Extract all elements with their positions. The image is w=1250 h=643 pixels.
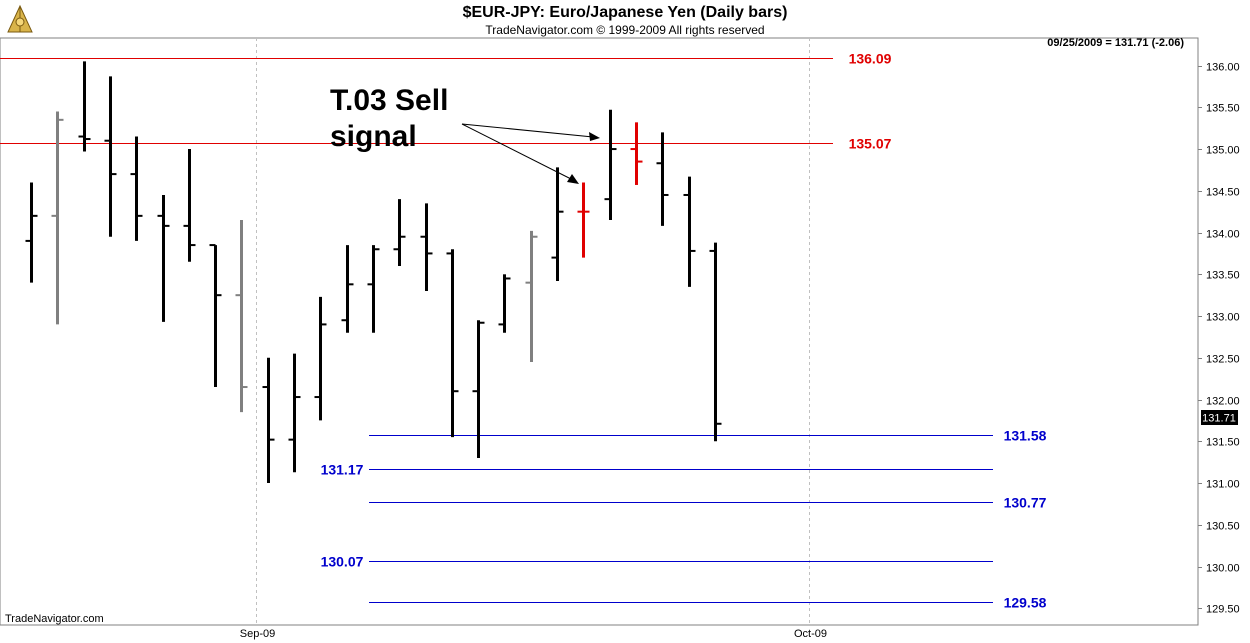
annotation-arrows [461, 123, 600, 184]
x-tick-label: Sep-09 [240, 628, 275, 640]
watermark: TradeNavigator.com [5, 613, 104, 625]
annotation-line1: T.03 Sell [330, 84, 448, 117]
y-tick-label: 136.00 [1206, 62, 1240, 74]
last-price-marker: 131.71 [1201, 410, 1238, 425]
ohlc-bar [130, 136, 143, 241]
ohlc-bar [420, 203, 433, 292]
y-tick-label: 132.00 [1206, 396, 1240, 408]
y-tick-label: 134.00 [1206, 229, 1240, 241]
ohlc-bar [157, 194, 170, 322]
y-tick-label: 131.50 [1206, 437, 1240, 449]
ohlc-bar [314, 296, 327, 421]
level-layer: 136.09 135.07 131.58 131.17 130.77 130.07 129.… [0, 51, 1047, 611]
ohlc-bar [393, 199, 406, 266]
level-label: 136.09 [849, 51, 892, 67]
level-label: 135.07 [849, 136, 892, 152]
ohlc-bar [262, 357, 275, 484]
ohlc-bar [51, 111, 64, 325]
bar-layer [25, 61, 722, 484]
ohlc-bar [577, 182, 590, 258]
ohlc-bar [472, 320, 485, 459]
ohlc-bar [604, 109, 617, 221]
level-label: 131.17 [321, 462, 364, 478]
ohlc-bar [525, 230, 538, 362]
x-axis-ticks: Sep-09 Oct-09 [240, 628, 827, 640]
y-tick-label: 133.00 [1206, 312, 1240, 324]
ohlc-bar [78, 61, 91, 152]
y-tick-label: 131.00 [1206, 479, 1240, 491]
ohlc-bar [288, 353, 301, 473]
y-axis-ticks: 129.50 130.00 130.50 131.00 131.50 132.00 132.… [1198, 62, 1240, 616]
y-tick-label: 132.50 [1206, 354, 1240, 366]
ohlc-bar [209, 244, 222, 388]
y-tick-label: 129.50 [1206, 604, 1240, 616]
ohlc-bar [235, 220, 248, 413]
ohlc-bar [498, 274, 511, 333]
y-tick-label: 130.00 [1206, 563, 1240, 575]
ohlc-bar [709, 242, 722, 442]
ohlc-bar [551, 167, 564, 281]
price-readout: 09/25/2009 = 131.71 (-2.06) [1047, 37, 1184, 49]
ohlc-bar [446, 249, 459, 438]
sextant-icon [7, 4, 33, 33]
ohlc-bar [367, 245, 380, 333]
ohlc-bar [656, 132, 669, 226]
ohlc-bar [341, 245, 354, 333]
ohlc-bar [683, 176, 696, 287]
level-label: 131.58 [1004, 428, 1047, 444]
grid-layer [256, 38, 810, 625]
ohlc-bar [630, 122, 643, 185]
y-tick-label: 134.50 [1206, 187, 1240, 199]
chart-title: $EUR-JPY: Euro/Japanese Yen (Daily bars) [463, 4, 788, 21]
last-price-label: 131.71 [1202, 413, 1236, 425]
level-label: 130.07 [321, 554, 364, 570]
level-label: 129.58 [1004, 595, 1047, 611]
y-tick-label: 130.50 [1206, 521, 1240, 533]
y-tick-label: 135.50 [1206, 103, 1240, 115]
y-tick-label: 133.50 [1206, 270, 1240, 282]
x-tick-label: Oct-09 [794, 628, 827, 640]
chart-copyright: TradeNavigator.com © 1999-2009 All right… [485, 23, 764, 37]
annotation-line2: signal [330, 120, 417, 153]
level-label: 130.77 [1004, 495, 1047, 511]
y-tick-label: 135.00 [1206, 145, 1240, 157]
ohlc-bar [104, 76, 117, 237]
ohlc-bar [183, 149, 196, 262]
plot-area [0, 37, 1199, 626]
ohlc-bar [25, 182, 38, 283]
